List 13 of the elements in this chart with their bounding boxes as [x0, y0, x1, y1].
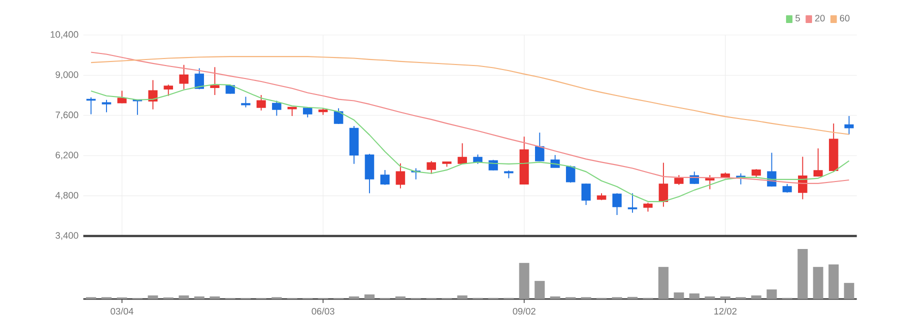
y-tick-label: 6,200	[56, 152, 78, 160]
x-tick-label: 09/02	[512, 308, 536, 315]
x-tick-label: 12/02	[714, 308, 737, 315]
legend-label: 20	[815, 14, 825, 22]
y-tick-label: 10,400	[50, 31, 78, 39]
y-tick-label: 4,800	[55, 192, 78, 200]
legend-label: 60	[840, 14, 850, 22]
y-tick-label: 3,400	[56, 232, 78, 240]
y-tick-label: 7,600	[56, 112, 78, 120]
x-tick-label: 03/04	[110, 308, 134, 315]
y-tick-label: 9,000	[56, 71, 78, 80]
legend-label: 5	[795, 14, 800, 22]
x-tick-label: 06/03	[312, 308, 334, 315]
